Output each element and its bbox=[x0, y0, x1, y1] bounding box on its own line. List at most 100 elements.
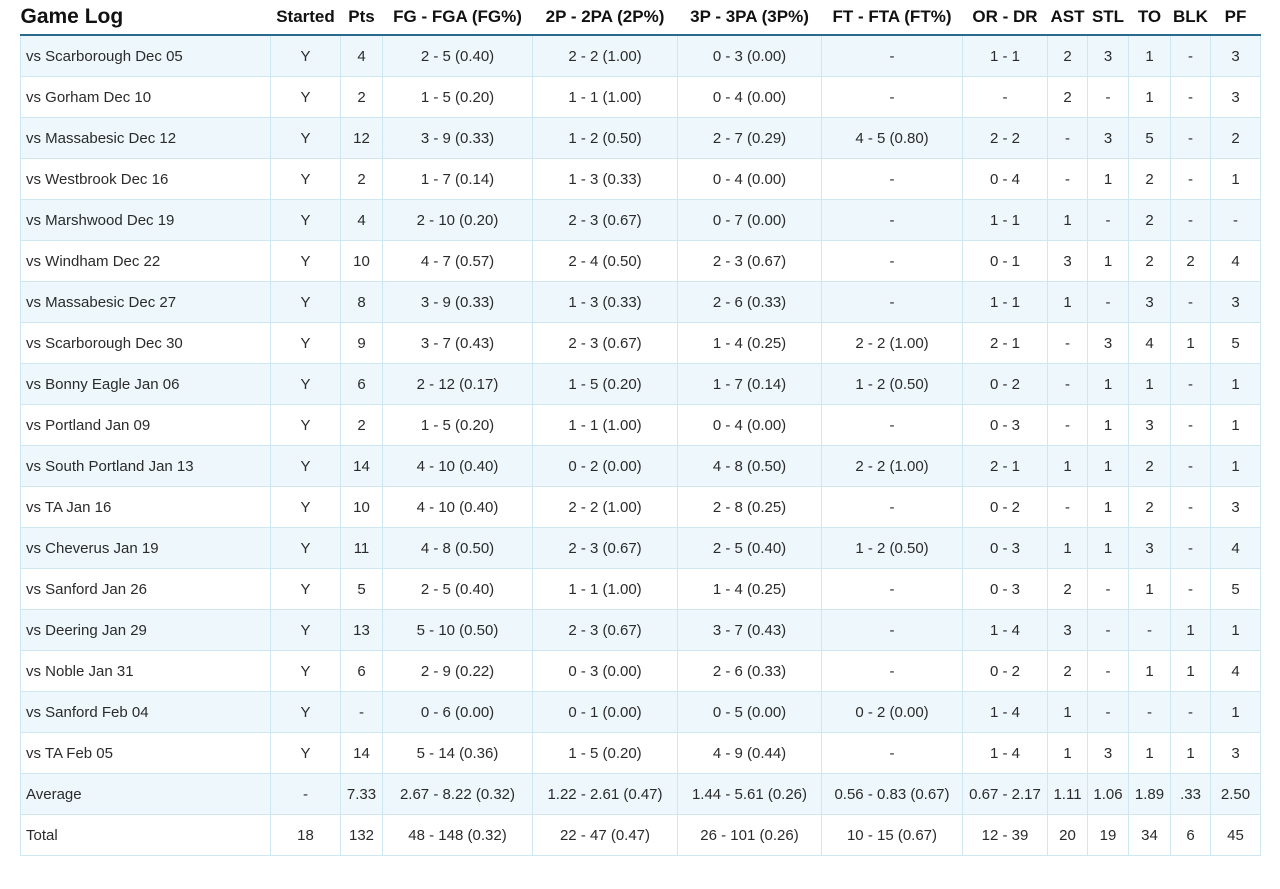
ft-cell: 2 - 2 (1.00) bbox=[821, 322, 963, 364]
ft-cell: - bbox=[821, 650, 963, 692]
blk-cell: 1 bbox=[1170, 650, 1211, 692]
table-row: vs Sanford Jan 26 Y 5 2 - 5 (0.40) 1 - 1 (1.… bbox=[20, 568, 1261, 610]
or-dr-cell: 1 - 1 bbox=[962, 281, 1048, 323]
ft-cell: 0 - 2 (0.00) bbox=[821, 691, 963, 733]
pf-cell: 1 bbox=[1210, 404, 1261, 446]
ast-cell: 2 bbox=[1047, 34, 1088, 77]
pts-cell: 2 bbox=[340, 76, 383, 118]
started-cell: Y bbox=[270, 650, 341, 692]
col-header-3p: 3P - 3PA (3P%) bbox=[677, 0, 822, 36]
stl-cell: - bbox=[1087, 650, 1129, 692]
ft-cell: - bbox=[821, 158, 963, 200]
ft-cell: 10 - 15 (0.67) bbox=[821, 814, 963, 856]
ast-cell: 2 bbox=[1047, 650, 1088, 692]
fg-cell: 3 - 9 (0.33) bbox=[382, 117, 533, 159]
pf-cell: 4 bbox=[1210, 527, 1261, 569]
table-row: vs Scarborough Dec 30 Y 9 3 - 7 (0.43) 2 - 3… bbox=[20, 322, 1261, 364]
table-row: vs Marshwood Dec 19 Y 4 2 - 10 (0.20) 2 - 3 … bbox=[20, 199, 1261, 241]
fg-cell: 4 - 8 (0.50) bbox=[382, 527, 533, 569]
pts-cell: 14 bbox=[340, 732, 383, 774]
pts-cell: 6 bbox=[340, 650, 383, 692]
2p-cell: 1 - 1 (1.00) bbox=[532, 404, 678, 446]
to-cell: 2 bbox=[1128, 445, 1171, 487]
blk-cell: - bbox=[1170, 76, 1211, 118]
to-cell: 3 bbox=[1128, 281, 1171, 323]
or-dr-cell: 1 - 1 bbox=[962, 34, 1048, 77]
3p-cell: 2 - 7 (0.29) bbox=[677, 117, 822, 159]
2p-cell: 2 - 3 (0.67) bbox=[532, 199, 678, 241]
or-dr-cell: 1 - 4 bbox=[962, 732, 1048, 774]
col-header-to: TO bbox=[1128, 0, 1171, 36]
pts-cell: 4 bbox=[340, 199, 383, 241]
3p-cell: 1 - 4 (0.25) bbox=[677, 322, 822, 364]
col-header-pts: Pts bbox=[340, 0, 383, 36]
ft-cell: 0.56 - 0.83 (0.67) bbox=[821, 773, 963, 815]
game-cell: Total bbox=[20, 814, 271, 856]
ast-cell: - bbox=[1047, 486, 1088, 528]
started-cell: Y bbox=[270, 404, 341, 446]
pts-cell: 4 bbox=[340, 34, 383, 77]
pts-cell: 7.33 bbox=[340, 773, 383, 815]
started-cell: Y bbox=[270, 527, 341, 569]
2p-cell: 2 - 3 (0.67) bbox=[532, 609, 678, 651]
to-cell: - bbox=[1128, 609, 1171, 651]
stl-cell: 19 bbox=[1087, 814, 1129, 856]
blk-cell: - bbox=[1170, 199, 1211, 241]
or-dr-cell: 12 - 39 bbox=[962, 814, 1048, 856]
game-cell: vs South Portland Jan 13 bbox=[20, 445, 271, 487]
table-row: vs Massabesic Dec 27 Y 8 3 - 9 (0.33) 1 - 3 … bbox=[20, 281, 1261, 323]
blk-cell: - bbox=[1170, 158, 1211, 200]
table-row: vs Massabesic Dec 12 Y 12 3 - 9 (0.33) 1 - 2… bbox=[20, 117, 1261, 159]
or-dr-cell: 0.67 - 2.17 bbox=[962, 773, 1048, 815]
pf-cell: 1 bbox=[1210, 609, 1261, 651]
3p-cell: 2 - 3 (0.67) bbox=[677, 240, 822, 282]
fg-cell: 4 - 10 (0.40) bbox=[382, 445, 533, 487]
ast-cell: - bbox=[1047, 404, 1088, 446]
game-log-body: vs Scarborough Dec 05 Y 4 2 - 5 (0.40) 2 - 2… bbox=[20, 34, 1261, 856]
header-row: Game Log Started Pts FG - FGA (FG%) 2P -… bbox=[20, 0, 1261, 36]
2p-cell: 1 - 1 (1.00) bbox=[532, 76, 678, 118]
game-cell: vs Westbrook Dec 16 bbox=[20, 158, 271, 200]
stl-cell: - bbox=[1087, 609, 1129, 651]
table-row: vs Noble Jan 31 Y 6 2 - 9 (0.22) 0 - 3 (0.00… bbox=[20, 650, 1261, 692]
pf-cell: 3 bbox=[1210, 732, 1261, 774]
game-cell: vs TA Feb 05 bbox=[20, 732, 271, 774]
to-cell: 2 bbox=[1128, 486, 1171, 528]
2p-cell: 2 - 3 (0.67) bbox=[532, 322, 678, 364]
pf-cell: 5 bbox=[1210, 322, 1261, 364]
table-row: vs South Portland Jan 13 Y 14 4 - 10 (0.40)… bbox=[20, 445, 1261, 487]
started-cell: Y bbox=[270, 363, 341, 405]
pts-cell: 14 bbox=[340, 445, 383, 487]
or-dr-cell: - bbox=[962, 76, 1048, 118]
pf-cell: 1 bbox=[1210, 158, 1261, 200]
fg-cell: 2 - 10 (0.20) bbox=[382, 199, 533, 241]
stl-cell: 1 bbox=[1087, 363, 1129, 405]
ft-cell: 4 - 5 (0.80) bbox=[821, 117, 963, 159]
table-row: vs Scarborough Dec 05 Y 4 2 - 5 (0.40) 2 - 2… bbox=[20, 34, 1261, 77]
or-dr-cell: 0 - 2 bbox=[962, 486, 1048, 528]
started-cell: Y bbox=[270, 76, 341, 118]
table-row: vs Windham Dec 22 Y 10 4 - 7 (0.57) 2 - 4 (0… bbox=[20, 240, 1261, 282]
blk-cell: 6 bbox=[1170, 814, 1211, 856]
2p-cell: 1 - 5 (0.20) bbox=[532, 363, 678, 405]
pts-cell: 11 bbox=[340, 527, 383, 569]
fg-cell: 2 - 5 (0.40) bbox=[382, 34, 533, 77]
3p-cell: 2 - 6 (0.33) bbox=[677, 281, 822, 323]
2p-cell: 1 - 3 (0.33) bbox=[532, 158, 678, 200]
col-header-stl: STL bbox=[1087, 0, 1129, 36]
fg-cell: 1 - 7 (0.14) bbox=[382, 158, 533, 200]
2p-cell: 0 - 1 (0.00) bbox=[532, 691, 678, 733]
3p-cell: 0 - 4 (0.00) bbox=[677, 158, 822, 200]
table-row: vs TA Feb 05 Y 14 5 - 14 (0.36) 1 - 5 (0.20)… bbox=[20, 732, 1261, 774]
table-row: vs Westbrook Dec 16 Y 2 1 - 7 (0.14) 1 - 3 (… bbox=[20, 158, 1261, 200]
pts-cell: 10 bbox=[340, 240, 383, 282]
table-row: vs Bonny Eagle Jan 06 Y 6 2 - 12 (0.17) 1 - … bbox=[20, 363, 1261, 405]
2p-cell: 1 - 5 (0.20) bbox=[532, 732, 678, 774]
3p-cell: 1.44 - 5.61 (0.26) bbox=[677, 773, 822, 815]
to-cell: 34 bbox=[1128, 814, 1171, 856]
blk-cell: - bbox=[1170, 568, 1211, 610]
or-dr-cell: 0 - 3 bbox=[962, 527, 1048, 569]
stl-cell: - bbox=[1087, 691, 1129, 733]
fg-cell: 2 - 5 (0.40) bbox=[382, 568, 533, 610]
ft-cell: - bbox=[821, 404, 963, 446]
